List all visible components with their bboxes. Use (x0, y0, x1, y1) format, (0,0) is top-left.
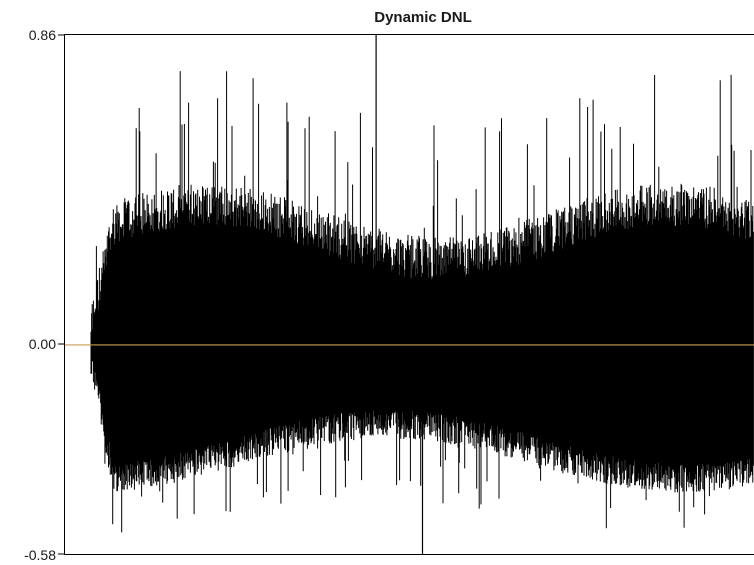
axes (58, 34, 754, 555)
y-tick-label-zero: 0.00 (29, 336, 56, 352)
y-tick-label-max: 0.86 (29, 27, 56, 43)
chart-title: Dynamic DNL (374, 9, 472, 26)
y-tick-labels: 0.86 0.00 -0.58 (24, 27, 56, 563)
y-tick-label-min: -0.58 (24, 547, 56, 563)
dnl-spikes (90, 71, 754, 533)
plot-area (64, 35, 754, 554)
data-series (90, 35, 754, 554)
